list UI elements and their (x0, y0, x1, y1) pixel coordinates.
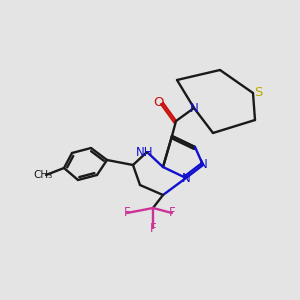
Text: NH: NH (136, 146, 154, 158)
Text: S: S (254, 86, 262, 100)
Text: N: N (190, 101, 198, 115)
Text: N: N (182, 172, 190, 184)
Text: F: F (150, 221, 156, 235)
Text: F: F (169, 206, 175, 220)
Text: N: N (199, 158, 207, 172)
Text: O: O (154, 97, 164, 110)
Text: F: F (124, 206, 130, 220)
Text: CH₃: CH₃ (33, 170, 52, 180)
